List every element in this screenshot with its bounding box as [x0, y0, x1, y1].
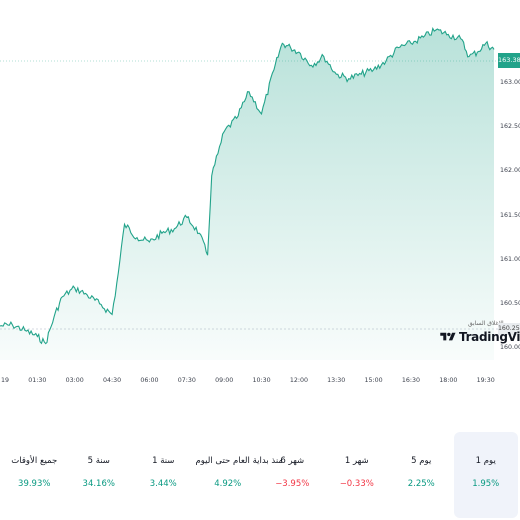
previous-close-label: الإغلاق السابق [468, 320, 504, 327]
x-tick-label: 18:00 [439, 377, 458, 384]
period-button[interactable]: 6 شهر −3.95% [260, 432, 325, 518]
x-tick-label: 09:00 [215, 377, 234, 384]
y-tick-label: 160.000 [500, 344, 520, 351]
period-label: 1 شهر [344, 456, 369, 466]
y-tick-label: 162.000 [500, 167, 520, 175]
y-tick-label: 161.000 [500, 255, 520, 263]
price-area [0, 28, 494, 360]
y-tick-label: 161.500 [500, 211, 520, 219]
x-tick-label: 16:30 [401, 377, 421, 384]
period-change-value: 3.44% [149, 479, 177, 489]
period-label: منذ بداية العام حتى اليوم [195, 456, 283, 466]
price-chart[interactable] [0, 0, 520, 400]
period-button[interactable]: 1 سنة 3.44% [131, 432, 196, 518]
x-tick-label: 07:30 [177, 377, 196, 384]
x-tick-label: 19:30 [476, 377, 495, 384]
x-tick-label: 06:00 [140, 377, 159, 384]
y-tick-label: 162.500 [500, 123, 520, 131]
period-button[interactable]: منذ بداية العام حتى اليوم 4.92% [195, 432, 283, 518]
period-label: 1 سنة [152, 456, 175, 466]
x-tick-label: 15:00 [364, 377, 383, 384]
period-change-value: 2.25% [407, 479, 435, 489]
x-tick-label: 03:00 [65, 377, 84, 384]
x-tick-label: 12:00 [289, 377, 308, 384]
tradingview-logo-text: TradingView [459, 330, 520, 344]
period-label: 5 سنة [87, 456, 110, 466]
period-label: 6 شهر [280, 456, 305, 466]
y-tick-label: 160.500 [500, 299, 520, 307]
period-change-value: 1.95% [472, 479, 500, 489]
tradingview-logo[interactable]: TradingView [440, 330, 520, 344]
y-tick-label: 163.000 [500, 79, 520, 86]
period-button[interactable]: 5 سنة 34.16% [67, 432, 132, 518]
tradingview-logo-icon [440, 332, 456, 341]
period-performance-bar: 1 يوم 1.95% 5 يوم 2.25% 1 شهر −0.33% 6 شهر −3.9… [0, 432, 520, 520]
x-tick-label: 01:30 [28, 377, 47, 384]
x-tick-label: 04:30 [103, 377, 122, 384]
period-change-value: −0.33% [339, 479, 374, 489]
period-change-value: 4.92% [214, 479, 242, 489]
period-change-value: 39.93% [18, 479, 51, 489]
x-tick-label: 19 [0, 377, 10, 384]
previous-close-tag: 160.254 [498, 323, 520, 335]
period-label: جميع الأوقات [11, 456, 58, 466]
period-button[interactable]: 1 شهر −0.33% [325, 432, 390, 518]
period-button[interactable]: 1 يوم 1.95% [453, 432, 518, 518]
price-line [0, 27, 495, 345]
period-button[interactable]: جميع الأوقات 39.93% [2, 432, 67, 518]
period-change-value: 34.16% [82, 479, 115, 489]
period-button[interactable]: 5 يوم 2.25% [389, 432, 454, 518]
period-label: 1 يوم [475, 456, 496, 466]
period-change-value: −3.95% [275, 479, 310, 489]
current-price-tag: 163.382 [498, 53, 520, 68]
x-tick-label: 13:30 [327, 377, 346, 384]
x-tick-label: 10:30 [252, 377, 271, 384]
period-label: 5 يوم [411, 456, 432, 466]
